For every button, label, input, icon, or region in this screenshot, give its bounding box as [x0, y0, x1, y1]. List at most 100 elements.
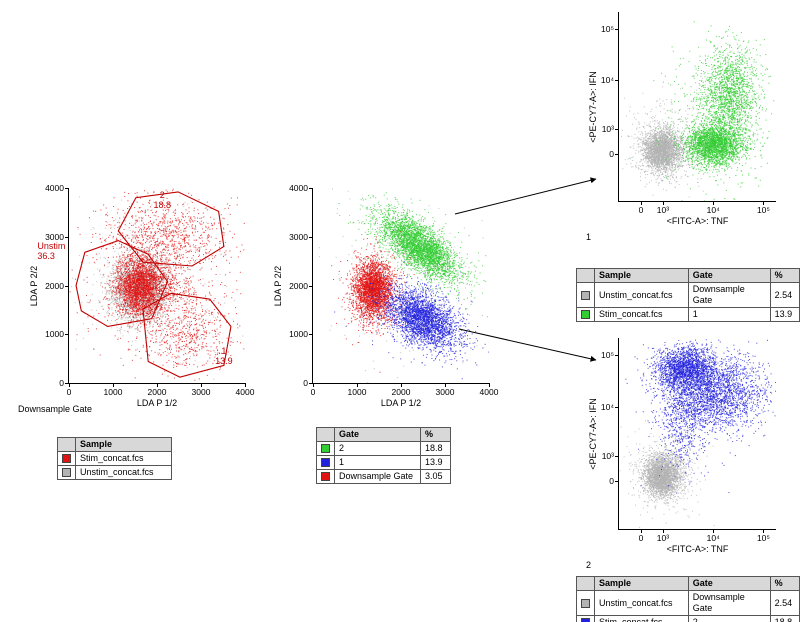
x-tick — [245, 383, 246, 387]
x-tick-label: 1000 — [347, 387, 367, 397]
percent-column-header: % — [769, 576, 800, 591]
y-tick — [615, 355, 619, 357]
x-tick-label: 10⁵ — [756, 205, 770, 215]
y-tick-label: 4000 — [289, 183, 308, 193]
plot1-caption: 1 — [586, 232, 592, 242]
table-header-row: Sample Gate % — [576, 576, 800, 591]
y-tick — [309, 334, 313, 336]
y-tick-label: 2000 — [289, 280, 308, 291]
x-tick — [489, 383, 490, 387]
x-tick-label: 0 — [66, 387, 72, 397]
y-tick-label: 4000 — [45, 183, 64, 193]
gate-cell: Downsample Gate — [334, 469, 421, 484]
unstim-color-swatch — [581, 290, 590, 300]
gate-cell: 1 — [687, 307, 771, 322]
percent-cell: 18.8 — [420, 441, 451, 456]
x-axis-label: LDA P 1/2 — [380, 398, 422, 408]
y-tick — [309, 285, 313, 287]
y-tick — [65, 188, 69, 189]
table-row: Unstim_concat.fcs Downsample Gate 2.54 — [576, 590, 800, 616]
y-tick-label: 10³ — [601, 451, 614, 462]
gate-cell: Downsample Gate — [687, 590, 771, 616]
sample-cell: Unstim_concat.fcs — [594, 590, 689, 616]
sample-cell: Stim_concat.fcs — [75, 451, 172, 466]
y-tick — [65, 383, 69, 384]
legend-table-samples[interactable]: Sample Stim_concat.fcs Unstim_concat.fcs — [57, 437, 172, 480]
plot-lda-gated[interactable]: LDA P 2/2 LDA P 1/2 0 1000 2000 3000 4000 0 10… — [273, 183, 498, 408]
scatter-dots-canvas — [619, 338, 776, 529]
x-tick — [763, 201, 765, 205]
x-tick — [662, 201, 664, 205]
table-row: Stim_concat.fcs 2 18.8 — [576, 615, 800, 622]
table-row: Stim_concat.fcs 1 13.9 — [576, 307, 800, 322]
y-tick — [309, 188, 313, 189]
table-row: Downsample Gate 3.05 — [316, 469, 451, 484]
y-tick — [615, 153, 619, 155]
y-tick-label: 0 — [609, 476, 614, 487]
x-tick — [401, 383, 402, 387]
gate-cell: 2 — [334, 441, 421, 456]
x-tick — [313, 383, 314, 387]
x-tick-label: 10⁵ — [756, 533, 770, 543]
y-axis-label: LDA P 2/2 — [29, 265, 39, 306]
plot-ifn-tnf-gate2[interactable]: <PE-CY7-A>: IFN <FITC-A>: TNF 0 10³ 10⁴ 10⁵… — [588, 338, 776, 554]
y-tick-label: 10⁵ — [601, 350, 614, 361]
sample-cell: Stim_concat.fcs — [594, 307, 689, 322]
gate1-color-swatch — [321, 458, 330, 467]
x-tick-label: 0 — [310, 387, 316, 397]
x-tick-label: 0 — [638, 533, 644, 543]
y-tick-label: 0 — [303, 378, 308, 388]
percent-cell: 18.8 — [769, 615, 800, 622]
stats-table-gate2[interactable]: Sample Gate % Unstim_concat.fcs Downsamp… — [576, 576, 800, 622]
table-row: 2 18.8 — [316, 441, 451, 456]
gate-polygon-1[interactable] — [143, 293, 231, 377]
scatter-dots-canvas — [313, 188, 489, 383]
stim-color-swatch — [581, 618, 590, 622]
gate-cell: 2 — [687, 615, 771, 622]
y-tick-label: 10³ — [601, 124, 614, 135]
x-tick-label: 10³ — [656, 533, 670, 543]
x-tick-label: 2000 — [147, 387, 167, 397]
percent-column-header: % — [769, 268, 800, 283]
x-tick — [713, 529, 715, 533]
y-tick — [309, 383, 313, 384]
table-header-row: Sample Gate % — [576, 268, 800, 283]
downsample-gate-title: Downsample Gate — [18, 404, 93, 414]
x-tick-label: 1000 — [103, 387, 123, 397]
gate-polygon-2[interactable] — [118, 192, 224, 266]
stats-table-gate1[interactable]: Sample Gate % Unstim_concat.fcs Downsamp… — [576, 268, 800, 322]
gate-polygon-Unstim[interactable] — [76, 241, 168, 327]
percent-cell: 3.05 — [420, 469, 451, 484]
unstim-color-swatch — [62, 468, 71, 477]
plot2-caption: 2 — [586, 560, 592, 570]
legend-table-gates[interactable]: Gate % 2 18.8 1 13.9 Downsample Gate 3.0… — [316, 427, 451, 484]
percent-cell: 13.9 — [420, 455, 451, 470]
x-tick-label: 4000 — [479, 387, 499, 397]
gate-cell: 1 — [334, 455, 421, 470]
y-axis-label: LDA P 2/2 — [273, 265, 283, 306]
plot-ifn-tnf-gate1[interactable]: <PE-CY7-A>: IFN <FITC-A>: TNF 0 10³ 10⁴ 10⁵… — [588, 12, 776, 226]
percent-cell: 2.54 — [769, 282, 800, 308]
gate-label-2: 2 18.8 — [153, 189, 172, 210]
x-tick-label: 3000 — [435, 387, 455, 397]
y-tick-label: 3000 — [289, 231, 308, 242]
x-tick-label: 3000 — [191, 387, 211, 397]
swatch-column-header — [57, 437, 76, 452]
stim-color-swatch — [581, 310, 590, 319]
x-tick — [113, 383, 114, 387]
stim-color-swatch — [62, 454, 71, 463]
y-tick-label: 10⁴ — [600, 75, 614, 86]
table-row: 1 13.9 — [316, 455, 451, 470]
x-axis-label: LDA P 1/2 — [136, 398, 178, 408]
table-row: Unstim_concat.fcs Downsample Gate 2.54 — [576, 282, 800, 308]
x-axis-label: <FITC-A>: TNF — [666, 216, 729, 226]
y-axis-label: <PE-CY7-A>: IFN — [588, 70, 598, 143]
y-tick — [615, 80, 619, 82]
y-tick — [615, 456, 619, 458]
plot-lda-downsample[interactable]: LDA P 2/2 LDA P 1/2 0 1000 2000 3000 4000 0 10… — [29, 183, 254, 408]
sample-cell: Unstim_concat.fcs — [594, 282, 689, 308]
y-tick — [65, 285, 69, 287]
gate-cell: Downsample Gate — [687, 282, 771, 308]
x-tick — [662, 529, 664, 533]
